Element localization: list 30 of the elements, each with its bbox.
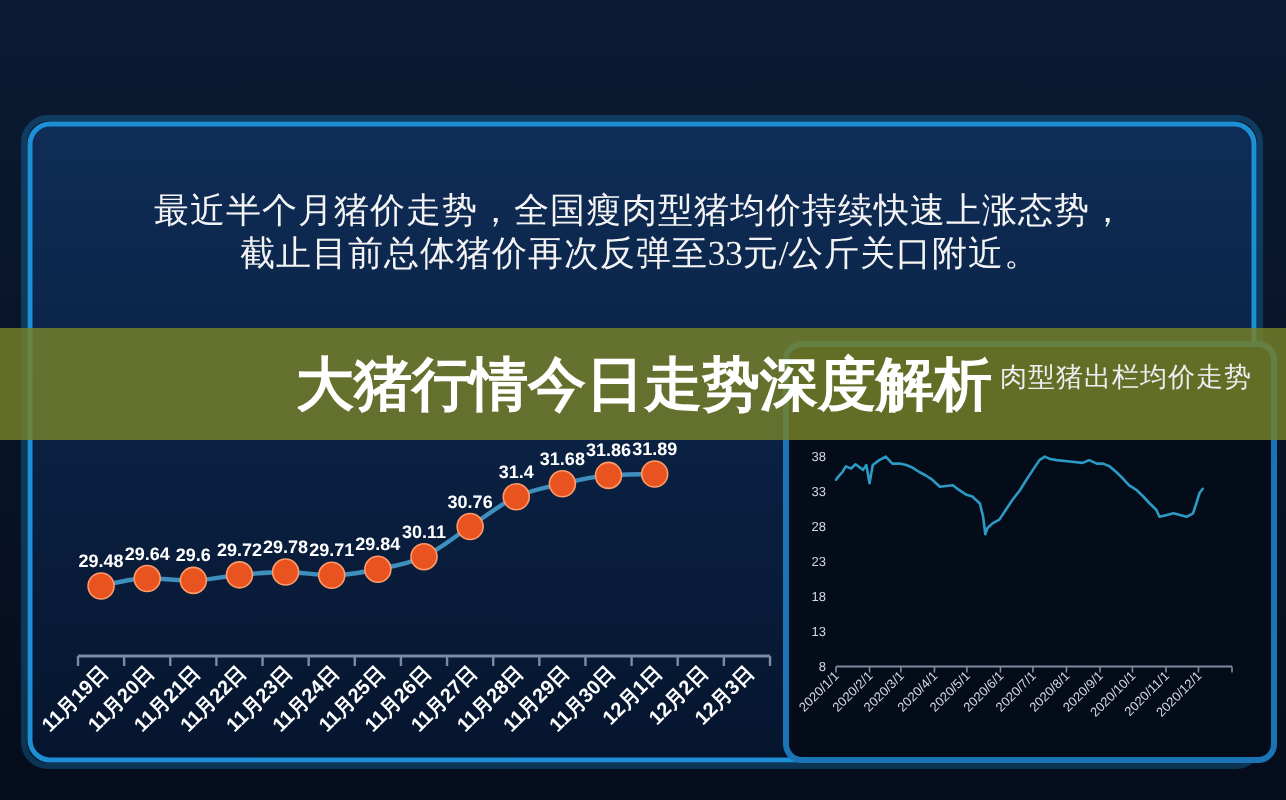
data-label: 29.84 xyxy=(355,534,401,555)
chart-title: 肉型猪出栏均价走势 xyxy=(1000,362,1252,392)
data-label: 30.76 xyxy=(447,491,493,512)
line-series xyxy=(834,455,1205,536)
data-label: 29.64 xyxy=(124,543,170,564)
point xyxy=(410,542,438,571)
point xyxy=(502,482,531,511)
chart-title: 最近半个月猪价走势，全国瘦肉型猪均价持续快速上涨态势，截止目前总体猪价再次反弹至33元/公斤关口附近。 xyxy=(154,190,1126,273)
data-label: 31.89 xyxy=(632,439,678,459)
point xyxy=(640,460,669,488)
data-label: 31.86 xyxy=(586,440,632,461)
data-label: 31.4 xyxy=(498,461,534,482)
text: 大猪行情今日走势深度解析 xyxy=(296,352,992,418)
point xyxy=(364,555,392,584)
point xyxy=(271,558,300,586)
point xyxy=(133,564,161,593)
point xyxy=(456,512,484,541)
data-label: 29.72 xyxy=(216,539,262,560)
point xyxy=(317,561,346,590)
data-label: 29.78 xyxy=(263,537,309,558)
data-label: 29.6 xyxy=(175,545,211,566)
data-label: 31.68 xyxy=(539,448,585,469)
data-label: 29.71 xyxy=(309,540,355,561)
point xyxy=(225,561,254,589)
point xyxy=(87,572,115,600)
point xyxy=(548,469,577,498)
point xyxy=(594,461,623,490)
point xyxy=(179,566,208,595)
data-label: 30.11 xyxy=(401,521,447,542)
data-label: 29.48 xyxy=(78,551,124,571)
